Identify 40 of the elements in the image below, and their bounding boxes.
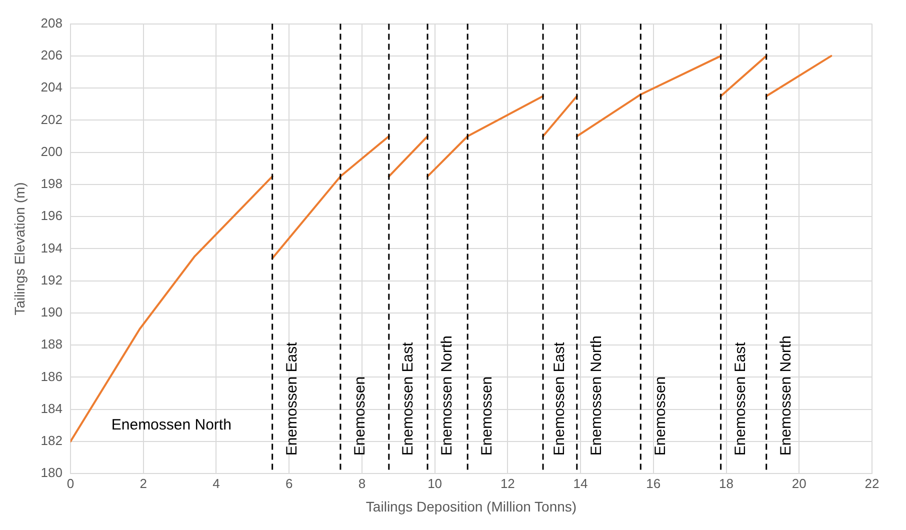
y-axis-title: Tailings Elevation (m) [11,182,28,316]
annotation: Enemossen North [438,336,456,456]
x-tick-label: 8 [358,476,366,491]
y-tick-label: 204 [40,80,62,95]
x-axis-title: Tailings Deposition (Million Tonns) [366,498,577,514]
y-tick-label: 182 [40,433,62,448]
annotation: Enemossen North [111,416,232,434]
y-tick-label: 184 [40,400,62,416]
annotation: Enemossen East [551,341,568,456]
y-tick-label: 192 [40,272,62,288]
y-tick-label: 196 [40,208,62,224]
annotation: Enemossen East [399,341,416,456]
x-tick-label: 2 [140,476,147,491]
y-tick-label: 190 [40,304,62,320]
y-tick-label: 180 [40,465,62,480]
y-tick-label: 208 [40,15,62,30]
y-tick-label: 202 [40,112,62,127]
x-tick-label: 22 [864,476,880,491]
x-tick-label: 0 [66,476,74,491]
x-tick-label: 16 [646,476,661,491]
y-tick-label: 198 [40,176,62,192]
annotation: Enemossen North [777,336,794,456]
x-tick-label: 10 [428,476,442,491]
annotation: Enemossen East [283,341,300,456]
x-tick-label: 6 [285,476,293,491]
y-tick-label: 186 [40,368,62,384]
x-tick-label: 12 [500,476,515,491]
annotation: Enemossen [652,376,669,456]
x-tick-label: 20 [792,476,806,491]
y-tick-label: 188 [40,336,62,352]
x-tick-label: 4 [212,476,220,491]
annotation: Enemossen East [732,341,749,456]
annotation: Enemossen [478,376,496,456]
y-tick-label: 206 [40,48,62,63]
annotation: Enemossen North [588,336,606,456]
x-tick-label: 14 [573,476,588,491]
annotation: Enemossen [352,376,369,456]
x-tick-label: 18 [719,476,734,491]
y-tick-label: 194 [40,240,62,256]
y-tick-label: 200 [40,144,62,159]
